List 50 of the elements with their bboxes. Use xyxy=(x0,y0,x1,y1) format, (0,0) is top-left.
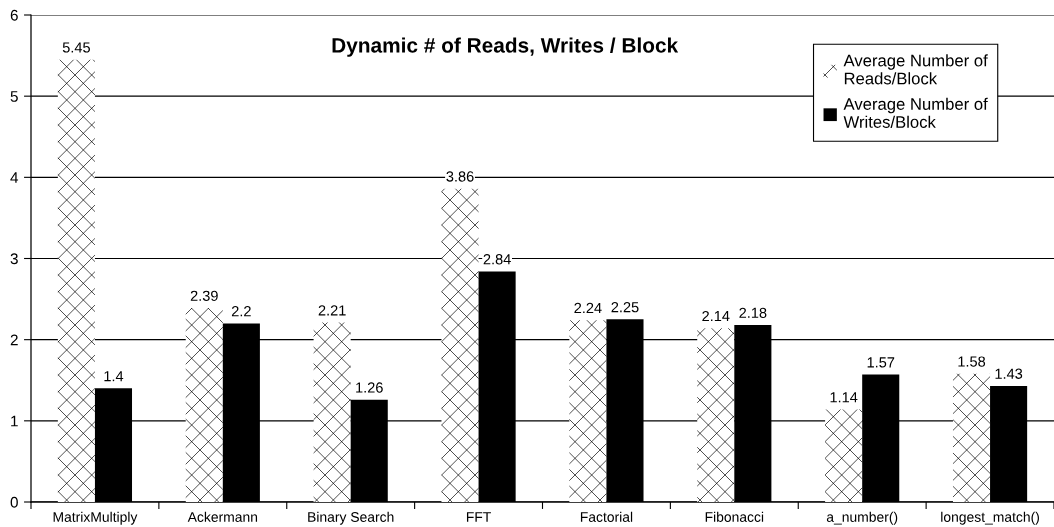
data-label: 2.25 xyxy=(611,302,639,313)
data-label: 1.14 xyxy=(830,392,858,403)
y-tick-label: 0 xyxy=(10,496,18,508)
data-label: 2.18 xyxy=(739,307,767,319)
bar xyxy=(952,373,991,502)
data-label: 1.4 xyxy=(104,371,124,382)
bar xyxy=(697,328,735,502)
y-tick-label: 5 xyxy=(10,91,18,102)
bar xyxy=(990,385,1028,502)
data-label: 1.57 xyxy=(867,357,895,368)
bar xyxy=(94,388,133,502)
bar xyxy=(313,322,351,502)
y-tick-label: 4 xyxy=(10,172,19,183)
bar xyxy=(862,374,900,502)
x-tick-label: FFT xyxy=(466,512,491,522)
legend-label: Average Number of Writes/Block xyxy=(843,97,988,128)
data-label: 5.45 xyxy=(62,42,90,53)
data-label: 2.2 xyxy=(231,306,251,317)
data-label: 1.26 xyxy=(356,382,383,393)
x-tick-label: MatrixMultiply xyxy=(53,511,138,525)
bar xyxy=(441,188,479,502)
text: Dynamic # of Reads, Writes / Block xyxy=(332,37,679,57)
y-tick-label: 3 xyxy=(10,253,18,265)
x-tick-label: longest_match() xyxy=(941,511,1039,525)
x-tick-label: Binary Search xyxy=(308,511,394,525)
data-label: 2.24 xyxy=(574,302,602,313)
bar xyxy=(825,409,863,502)
bar xyxy=(222,323,260,502)
data-label: 3.86 xyxy=(446,171,474,182)
bar xyxy=(350,399,388,502)
bar xyxy=(478,271,516,502)
bar xyxy=(734,325,772,502)
y-tick-label: 1 xyxy=(11,415,18,427)
data-label: 2.84 xyxy=(483,254,511,265)
bar xyxy=(185,308,223,502)
x-tick-label: Fibonacci xyxy=(705,511,764,522)
data-label: 2.21 xyxy=(318,305,346,316)
data-label: 2.39 xyxy=(190,290,218,301)
y-tick-label: 2 xyxy=(10,334,18,346)
x-tick-label: a_number() xyxy=(826,511,898,525)
data-label: 1.43 xyxy=(995,368,1023,379)
data-label: 2.14 xyxy=(702,310,730,322)
bar xyxy=(57,59,95,502)
x-tick-label: Factorial xyxy=(580,511,633,522)
x-tick-label: Ackermann xyxy=(187,511,258,522)
data-label: 1.58 xyxy=(958,356,986,367)
legend-label: Average Number of Reads/Block xyxy=(843,54,988,85)
y-tick-label: 6 xyxy=(10,9,18,21)
bar xyxy=(606,319,644,502)
bar xyxy=(569,320,607,502)
